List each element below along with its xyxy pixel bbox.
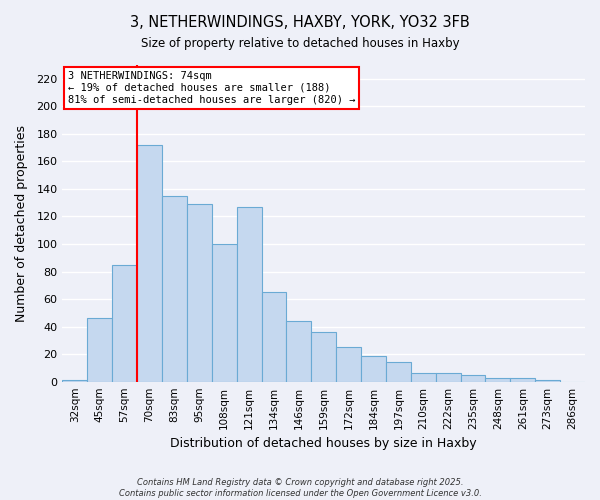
Bar [236,207,262,382]
Bar [361,356,386,382]
Text: Size of property relative to detached houses in Haxby: Size of property relative to detached ho… [140,38,460,51]
Bar [187,204,212,382]
Bar [162,196,187,382]
Bar [88,318,112,382]
Bar [62,380,88,382]
Bar [461,375,485,382]
Bar [386,362,411,382]
X-axis label: Distribution of detached houses by size in Haxby: Distribution of detached houses by size … [170,437,477,450]
Bar [112,264,137,382]
Bar [436,374,461,382]
Bar [137,145,162,382]
Bar [511,378,535,382]
Bar [311,332,336,382]
Text: 3 NETHERWINDINGS: 74sqm
← 19% of detached houses are smaller (188)
81% of semi-d: 3 NETHERWINDINGS: 74sqm ← 19% of detache… [68,72,355,104]
Bar [262,292,286,382]
Bar [286,321,311,382]
Bar [535,380,560,382]
Bar [485,378,511,382]
Bar [411,374,436,382]
Y-axis label: Number of detached properties: Number of detached properties [15,125,28,322]
Text: Contains HM Land Registry data © Crown copyright and database right 2025.
Contai: Contains HM Land Registry data © Crown c… [119,478,481,498]
Text: 3, NETHERWINDINGS, HAXBY, YORK, YO32 3FB: 3, NETHERWINDINGS, HAXBY, YORK, YO32 3FB [130,15,470,30]
Bar [212,244,236,382]
Bar [336,348,361,382]
